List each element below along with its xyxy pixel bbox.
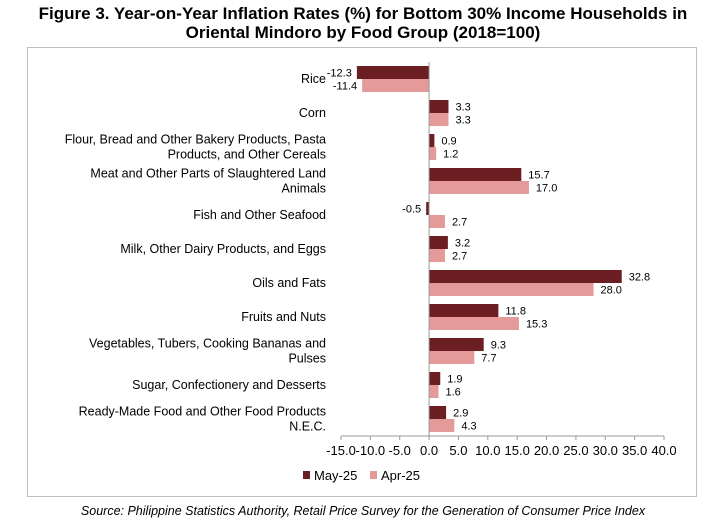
- bar-apr-25-10: [429, 419, 455, 432]
- bar-apr-25-4: [429, 215, 445, 228]
- x-tick-label-6: 15.0: [505, 443, 530, 458]
- data-label-may-25-10: 2.9: [453, 408, 468, 420]
- legend-swatch-may-25: [303, 471, 310, 479]
- data-label-may-25-7: 11.8: [505, 306, 526, 318]
- data-label-apr-25-6: 28.0: [601, 285, 622, 297]
- category-label-8-line-1: Vegetables, Tubers, Cooking Bananas and: [89, 337, 326, 351]
- data-label-apr-25-2: 1.2: [443, 149, 458, 161]
- category-label-6: Oils and Fats: [252, 276, 326, 290]
- bar-may-25-2: [429, 134, 435, 147]
- x-tick-label-11: 40.0: [651, 443, 676, 458]
- category-label-2-line-1: Flour, Bread and Other Bakery Products, …: [65, 133, 326, 147]
- chart-title: Figure 3. Year-on-Year Inflation Rates (…: [0, 4, 726, 42]
- data-label-apr-25-5: 2.7: [452, 251, 467, 263]
- bar-apr-25-5: [429, 249, 445, 262]
- bar-apr-25-1: [429, 113, 449, 126]
- x-tick-label-2: -5.0: [389, 443, 411, 458]
- x-tick-label-10: 35.0: [622, 443, 647, 458]
- category-label-4: Fish and Other Seafood: [193, 208, 326, 222]
- chart-area: -12.3 -11.4 Rice 3.3 3.3 Corn 0.9 1.2 Flour, Bre…: [27, 47, 697, 497]
- category-label-3-line-1: Meat and Other Parts of Slaughtered Land: [90, 167, 326, 181]
- chart-title-line-1: Figure 3. Year-on-Year Inflation Rates (…: [38, 4, 688, 23]
- bar-apr-25-9: [429, 385, 439, 398]
- bar-may-25-10: [429, 406, 447, 419]
- category-label-1: Corn: [299, 106, 326, 120]
- category-label-3-line-2: Animals: [282, 182, 326, 196]
- data-label-may-25-4: -0.5: [402, 204, 421, 216]
- category-label-10-line-1: Ready-Made Food and Other Food Products: [79, 405, 326, 419]
- bar-apr-25-2: [429, 147, 437, 160]
- category-label-8-line-2: Pulses: [288, 352, 326, 366]
- legend-label-apr-25: Apr-25: [381, 468, 420, 483]
- category-label-5: Milk, Other Dairy Products, and Eggs: [120, 242, 326, 256]
- bar-apr-25-0: [362, 79, 430, 92]
- bar-apr-25-8: [429, 351, 475, 364]
- category-label-7: Fruits and Nuts: [241, 310, 326, 324]
- data-label-apr-25-3: 17.0: [536, 183, 557, 195]
- legend-label-may-25: May-25: [314, 468, 357, 483]
- data-label-may-25-3: 15.7: [528, 170, 549, 182]
- data-label-apr-25-1: 3.3: [455, 115, 470, 127]
- x-tick-label-5: 10.0: [475, 443, 500, 458]
- bar-may-25-7: [429, 304, 499, 317]
- chart-title-line-2: Oriental Mindoro by Food Group (2018=100…: [185, 23, 541, 42]
- x-tick-label-4: 5.0: [449, 443, 467, 458]
- category-label-9: Sugar, Confectionery and Desserts: [132, 378, 326, 392]
- bar-apr-25-3: [429, 181, 529, 194]
- bar-may-25-0: [356, 66, 430, 79]
- x-tick-label-0: -15.0: [326, 443, 356, 458]
- legend-swatch-apr-25: [370, 471, 377, 479]
- x-tick-label-3: 0.0: [420, 443, 438, 458]
- data-label-may-25-0: -12.3: [327, 68, 352, 80]
- data-label-may-25-6: 32.8: [629, 272, 650, 284]
- x-tick-label-7: 20.0: [534, 443, 559, 458]
- bar-apr-25-6: [429, 283, 594, 296]
- source-note: Source: Philippine Statistics Authority,…: [80, 504, 646, 518]
- data-label-may-25-1: 3.3: [455, 102, 470, 114]
- x-tick-label-1: -10.0: [356, 443, 386, 458]
- data-label-apr-25-10: 4.3: [461, 421, 476, 433]
- data-label-may-25-2: 0.9: [441, 136, 456, 148]
- bar-may-25-5: [429, 236, 448, 249]
- data-label-apr-25-8: 7.7: [481, 353, 496, 365]
- data-label-apr-25-9: 1.6: [445, 387, 460, 399]
- bar-may-25-4: [426, 202, 430, 215]
- category-label-10-line-2: N.E.C.: [289, 420, 326, 434]
- x-tick-label-9: 30.0: [593, 443, 618, 458]
- data-label-apr-25-4: 2.7: [452, 217, 467, 229]
- bar-may-25-1: [429, 100, 449, 113]
- bar-chart: -12.3-11.4 Rice 3.33.3 Corn 0.91.2 Flour, Bre…: [65, 62, 677, 483]
- category-label-2-line-2: Products, and Other Cereals: [168, 148, 326, 162]
- data-label-apr-25-7: 15.3: [526, 319, 547, 331]
- data-label-may-25-8: 9.3: [491, 340, 506, 352]
- data-label-may-25-9: 1.9: [447, 374, 462, 386]
- x-tick-label-8: 25.0: [563, 443, 588, 458]
- data-label-apr-25-0: -11.4: [333, 81, 357, 93]
- bar-may-25-3: [429, 168, 522, 181]
- bar-may-25-6: [429, 270, 622, 283]
- data-label-may-25-5: 3.2: [455, 238, 470, 250]
- category-label-0: Rice: [301, 72, 326, 86]
- bar-apr-25-7: [429, 317, 519, 330]
- bar-may-25-8: [429, 338, 484, 351]
- bar-may-25-9: [429, 372, 441, 385]
